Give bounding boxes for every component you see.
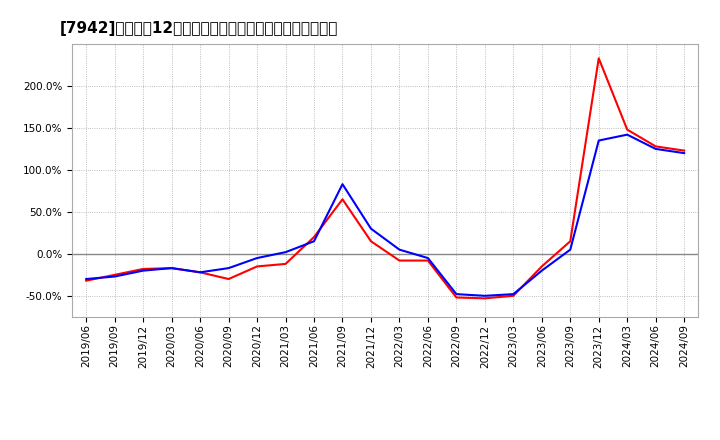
- 当期純利益: [623, 127, 631, 132]
- 経常利益: [282, 249, 290, 255]
- 経常利益: [225, 265, 233, 271]
- 経常利益: [680, 150, 688, 156]
- 当期純利益: [253, 264, 261, 269]
- 経常利益: [310, 238, 318, 244]
- 当期純利益: [310, 235, 318, 240]
- 経常利益: [452, 291, 461, 297]
- 経常利益: [509, 291, 518, 297]
- Line: 当期純利益: 当期純利益: [86, 58, 684, 298]
- 当期純利益: [282, 261, 290, 267]
- 経常利益: [595, 138, 603, 143]
- Line: 経常利益: 経常利益: [86, 135, 684, 296]
- 経常利益: [196, 270, 204, 275]
- Text: [7942]　利益だ12か月移動合計の対前年同期増減率の推移: [7942] 利益だ12か月移動合計の対前年同期増減率の推移: [60, 21, 338, 36]
- 当期純利益: [537, 264, 546, 269]
- 経常利益: [395, 247, 404, 252]
- 当期純利益: [423, 258, 432, 263]
- 経常利益: [423, 255, 432, 260]
- 当期純利益: [652, 144, 660, 149]
- 当期純利益: [595, 55, 603, 61]
- 当期純利益: [110, 272, 119, 278]
- 当期純利益: [225, 276, 233, 282]
- 経常利益: [82, 276, 91, 282]
- 経常利益: [623, 132, 631, 137]
- 当期純利益: [395, 258, 404, 263]
- 当期純利益: [139, 266, 148, 271]
- 経常利益: [537, 268, 546, 273]
- 経常利益: [167, 265, 176, 271]
- 当期純利益: [167, 265, 176, 271]
- 当期純利益: [680, 148, 688, 153]
- 経常利益: [480, 293, 489, 298]
- 当期純利益: [566, 238, 575, 244]
- 経常利益: [338, 182, 347, 187]
- 当期純利益: [82, 278, 91, 283]
- 当期純利益: [196, 270, 204, 275]
- 経常利益: [566, 247, 575, 252]
- 当期純利益: [366, 238, 375, 244]
- 経常利益: [366, 226, 375, 231]
- 経常利益: [253, 255, 261, 260]
- 経常利益: [110, 274, 119, 279]
- 当期純利益: [452, 295, 461, 300]
- 当期純利益: [480, 296, 489, 301]
- 経常利益: [139, 268, 148, 273]
- 当期純利益: [509, 293, 518, 298]
- 当期純利益: [338, 197, 347, 202]
- 経常利益: [652, 146, 660, 151]
